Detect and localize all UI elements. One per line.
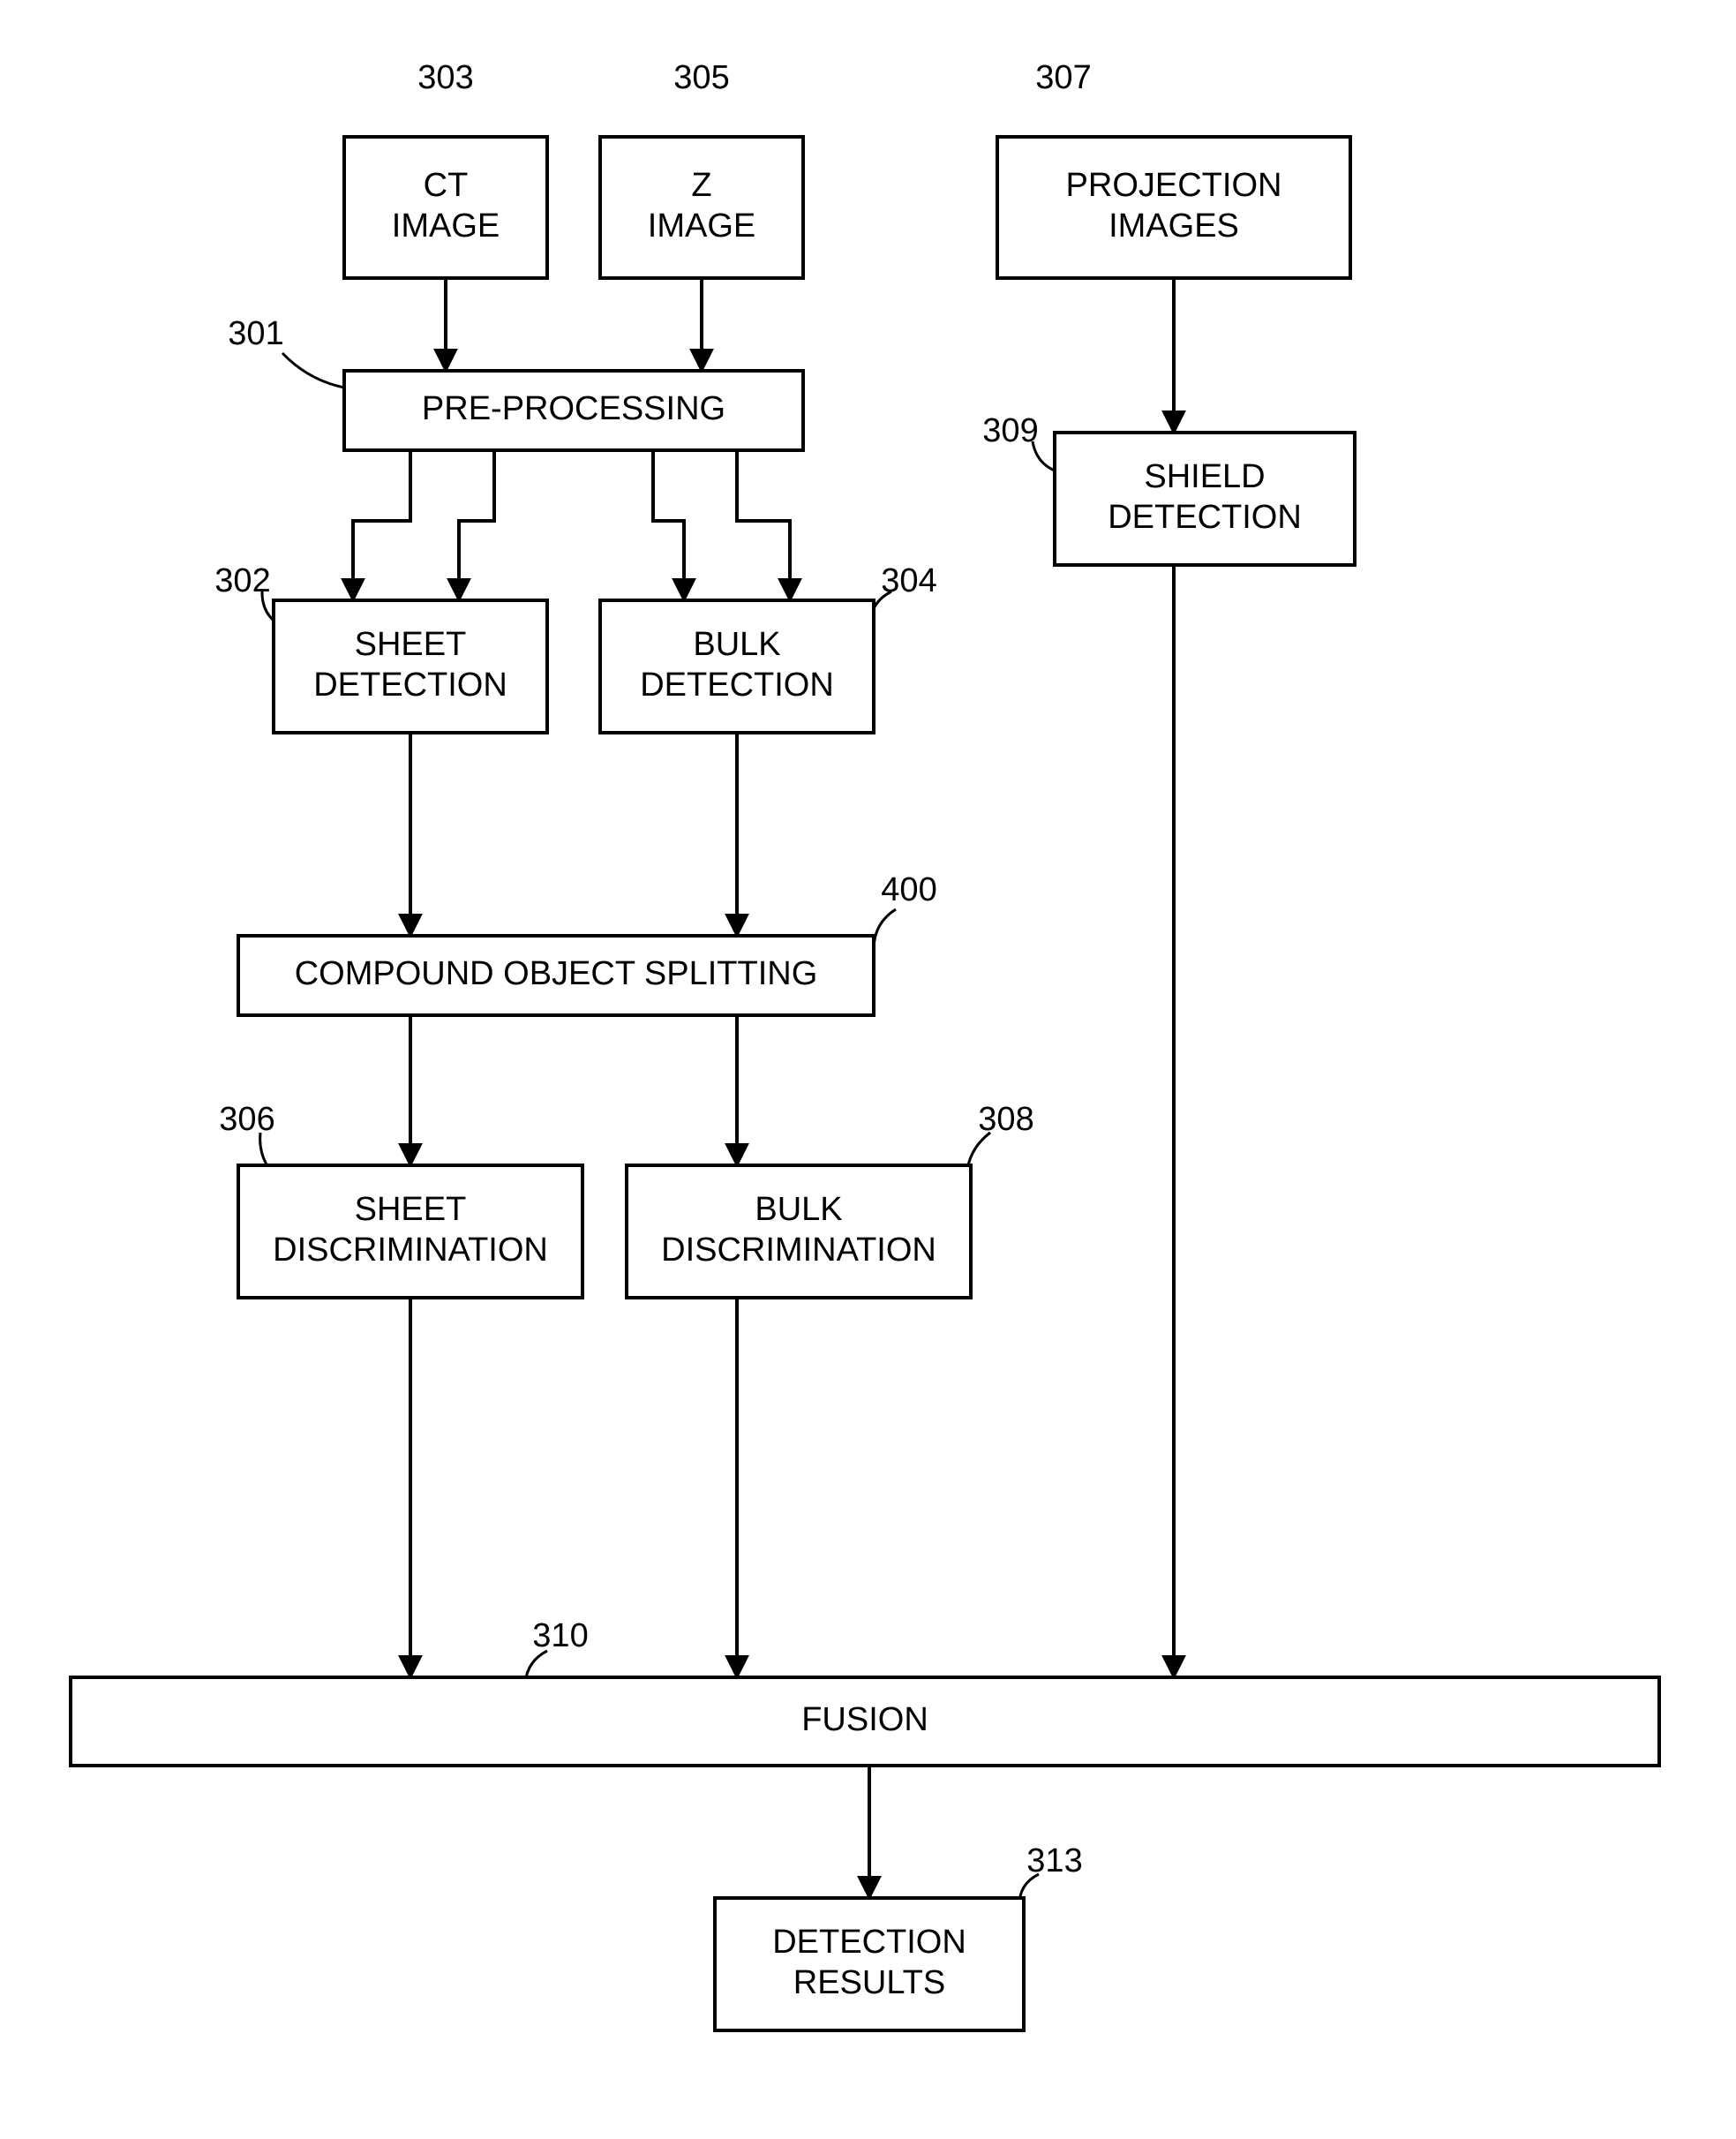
reference-number: 301: [228, 315, 283, 352]
node-label: RESULTS: [793, 1964, 945, 2001]
flow-edge: [737, 450, 790, 600]
node-results: DETECTIONRESULTS: [715, 1898, 1024, 2030]
reference-number: 303: [417, 59, 473, 96]
node-label: IMAGES: [1108, 207, 1239, 245]
node-label: PRE-PROCESSING: [422, 390, 725, 427]
node-label: DISCRIMINATION: [273, 1231, 548, 1269]
node-pre: PRE-PROCESSING: [344, 371, 803, 450]
node-label: DETECTION: [1108, 499, 1302, 536]
flow-edge: [459, 450, 494, 600]
node-label: DETECTION: [772, 1924, 966, 1961]
flowchart-canvas: CTIMAGEZIMAGEPROJECTIONIMAGESPRE-PROCESS…: [0, 0, 1736, 2139]
node-label: IMAGE: [648, 207, 755, 245]
node-fusion: FUSION: [71, 1677, 1659, 1766]
node-label: BULK: [755, 1191, 842, 1228]
flow-edge: [353, 450, 410, 600]
node-proj: PROJECTIONIMAGES: [997, 137, 1350, 278]
node-label: SHIELD: [1144, 458, 1265, 495]
node-cos: COMPOUND OBJECT SPLITTING: [238, 936, 874, 1015]
node-label: DISCRIMINATION: [661, 1231, 936, 1269]
reference-number: 302: [214, 562, 270, 599]
reference-number: 308: [978, 1101, 1033, 1138]
node-shield: SHIELD DETECTION: [1055, 433, 1355, 565]
node-bulkr: BULKDISCRIMINATION: [627, 1165, 971, 1298]
nodes-layer: CTIMAGEZIMAGEPROJECTIONIMAGESPRE-PROCESS…: [71, 137, 1659, 2030]
reference-number: 400: [881, 871, 936, 908]
node-z: ZIMAGE: [600, 137, 803, 278]
node-label: Z: [691, 167, 711, 204]
node-ct: CTIMAGE: [344, 137, 547, 278]
node-label: FUSION: [801, 1701, 928, 1738]
node-label: SHEET: [355, 626, 467, 663]
flow-edge: [653, 450, 684, 600]
node-label: IMAGE: [392, 207, 500, 245]
node-sheetr: SHEETDISCRIMINATION: [238, 1165, 582, 1298]
reference-number: 306: [219, 1101, 274, 1138]
node-bulkd: BULK DETECTION: [600, 600, 874, 733]
node-label: DETECTION: [313, 667, 507, 704]
node-label: BULK: [693, 626, 780, 663]
edges-layer: [353, 278, 1174, 1898]
leader-line: [874, 909, 896, 949]
node-label: PROJECTION: [1066, 167, 1282, 204]
reference-number: 310: [532, 1617, 588, 1654]
reference-number: 313: [1026, 1842, 1082, 1879]
node-label: SHEET: [355, 1191, 467, 1228]
node-label: DETECTION: [640, 667, 834, 704]
node-label: COMPOUND OBJECT SPLITTING: [295, 955, 818, 992]
reference-number: 307: [1035, 59, 1091, 96]
reference-number: 305: [673, 59, 729, 96]
reference-number: 309: [982, 412, 1038, 449]
leader-lines-layer: [260, 353, 1059, 1907]
leader-line: [282, 353, 349, 388]
reference-number: 304: [881, 562, 936, 599]
node-sheetd: SHEET DETECTION: [274, 600, 547, 733]
node-label: CT: [424, 167, 469, 204]
